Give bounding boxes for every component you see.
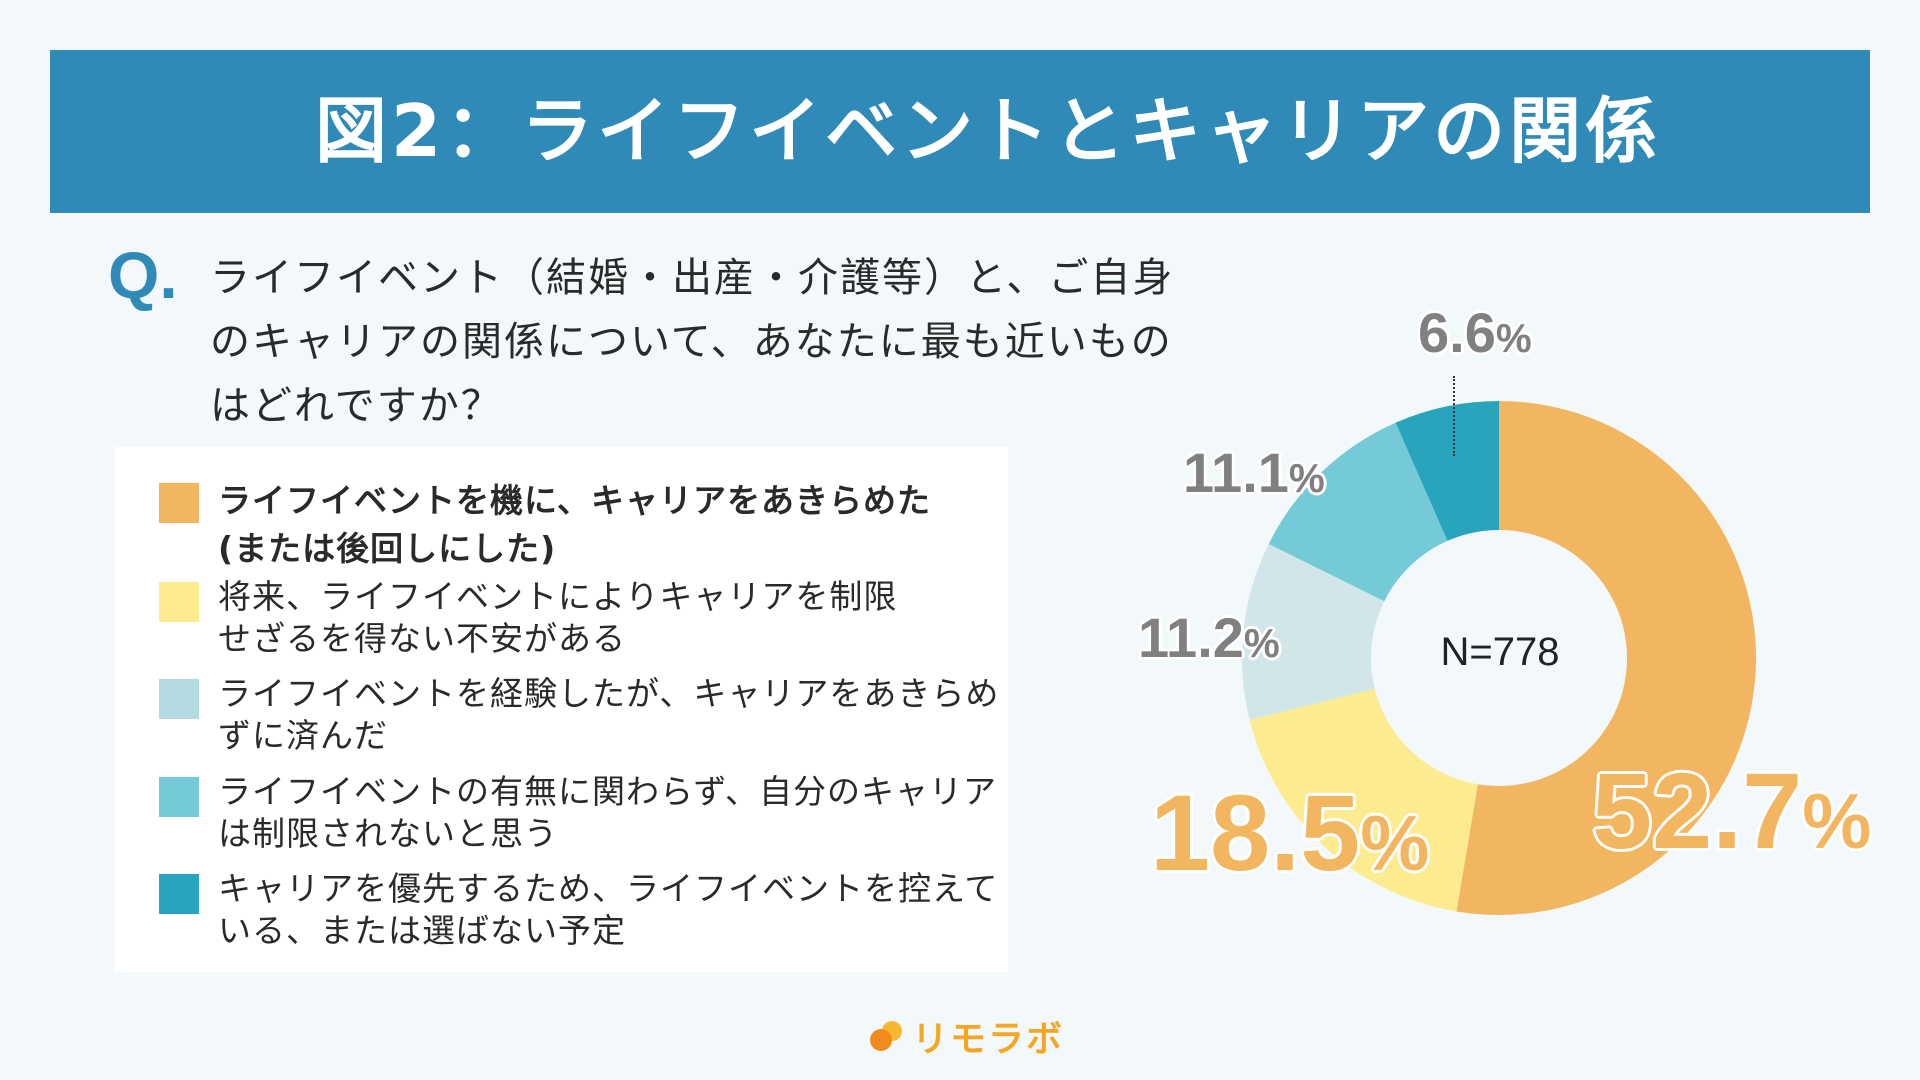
pct-value: 11.2 (1138, 606, 1244, 669)
question-mark-icon: Q. (108, 238, 178, 312)
pct-sign: % (1802, 779, 1872, 865)
legend-swatch (159, 874, 199, 914)
legend-swatch (159, 582, 199, 622)
legend-label: キャリアを優先するため、ライフイベントを控えている、または選ばない予定 (218, 869, 999, 950)
legend-label: 将来、ライフイベントによりキャリアを制限せざるを得ない不安がある (218, 577, 898, 658)
pct-label-52-7: 52.7% (1592, 748, 1871, 873)
question-text: ライフイベント（結婚・出産・介護等）と、ご自身のキャリアの関係について、あなたに… (210, 255, 1175, 429)
legend-item: ライフイベントの有無に関わらず、自分のキャリアは制限されないと思う (159, 771, 1008, 855)
pct-label-11-1: 11.1% (1183, 440, 1325, 505)
legend-label: ライフイベントを経験したが、キャリアをあきらめずに済んだ (218, 674, 1000, 755)
pct-sign: % (1495, 315, 1532, 361)
page-title: 図2：ライフイベントとキャリアの関係 (315, 89, 1662, 173)
legend-swatch (159, 483, 199, 523)
legend-swatch (159, 679, 199, 719)
logo-text: リモラボ (912, 1019, 1065, 1060)
pct-sign: % (1288, 455, 1325, 501)
donut-slice (1242, 543, 1499, 720)
donut-hole (1371, 530, 1627, 786)
pct-value: 52.7 (1592, 750, 1803, 871)
legend-label: ライフイベントの有無に関わらず、自分のキャリアは制限されないと思う (218, 772, 998, 853)
logo-dots-icon (870, 1021, 906, 1051)
legend: ライフイベントを機に、キャリアをあきらめた(または後回しにした) 将来、ライフイ… (115, 447, 1008, 972)
legend-item: キャリアを優先するため、ライフイベントを控えている、または選ばない予定 (159, 868, 1008, 952)
legend-swatch (159, 777, 199, 817)
legend-label: ライフイベントを機に、キャリアをあきらめた(または後回しにした) (218, 481, 932, 568)
sample-size-label: N=778 (1440, 630, 1560, 674)
leader-line (1453, 376, 1455, 456)
pct-label-6-6: 6.6% (1418, 300, 1532, 365)
legend-item: ライフイベントを機に、キャリアをあきらめた(または後回しにした) (159, 477, 978, 573)
legend-item: 将来、ライフイベントによりキャリアを制限せざるを得ない不安がある (159, 576, 908, 660)
remolabo-logo: リモラボ (870, 1010, 1064, 1062)
title-banner: 図2：ライフイベントとキャリアの関係 (50, 50, 1870, 213)
donut-chart (1242, 401, 1756, 915)
legend-item: ライフイベントを経験したが、キャリアをあきらめずに済んだ (159, 673, 1008, 757)
pct-label-18-5: 18.5% (1150, 770, 1429, 895)
pct-sign: % (1243, 620, 1280, 666)
pct-label-11-2: 11.2% (1138, 605, 1280, 670)
pct-value: 18.5 (1150, 772, 1361, 893)
pct-value: 11.1 (1183, 441, 1289, 504)
pct-value: 6.6 (1418, 301, 1496, 364)
pct-sign: % (1360, 801, 1430, 887)
